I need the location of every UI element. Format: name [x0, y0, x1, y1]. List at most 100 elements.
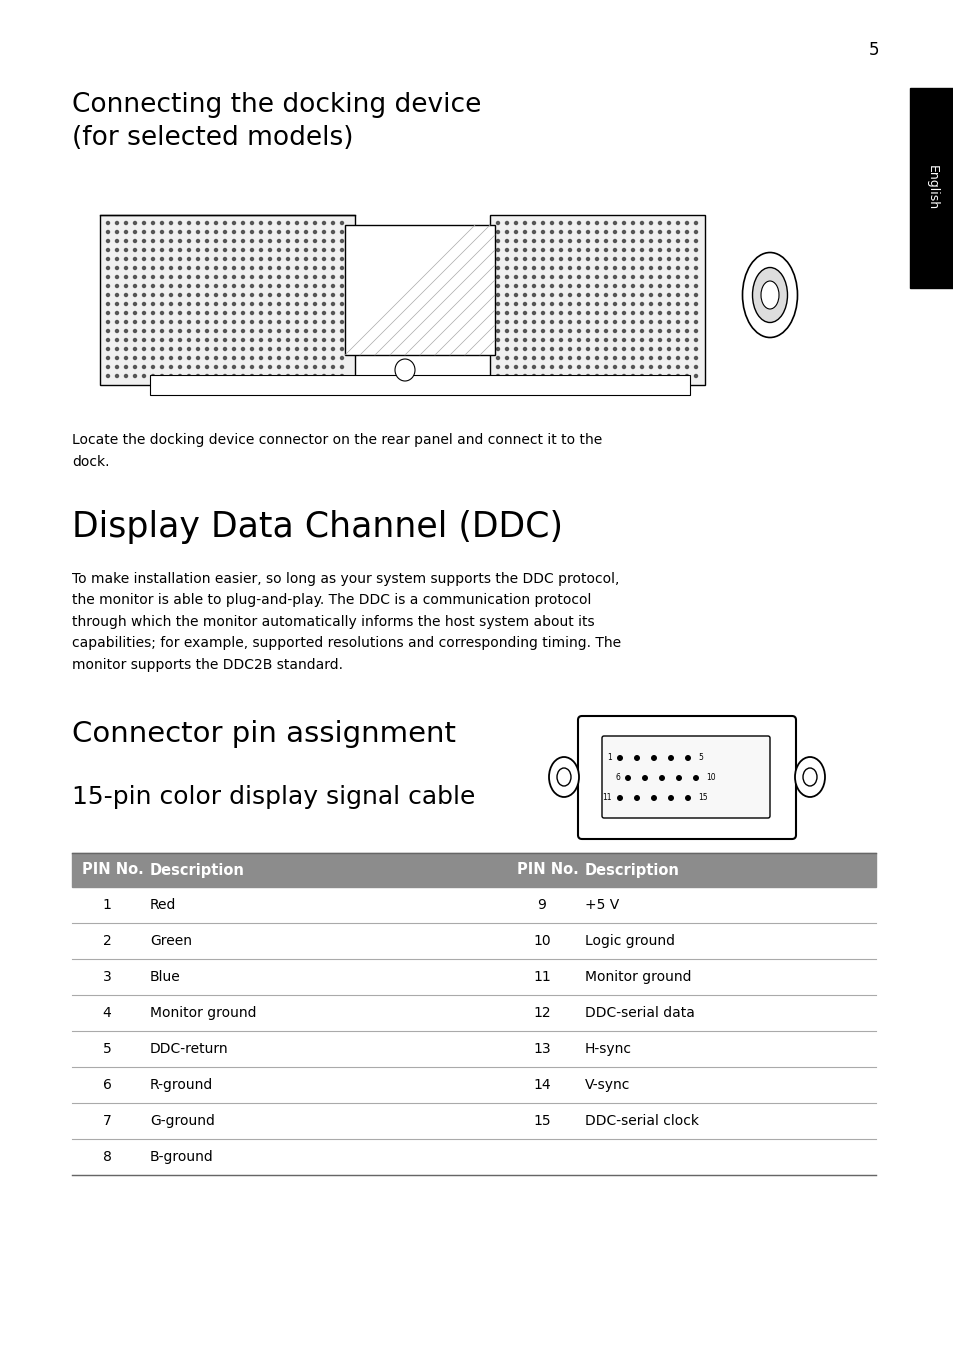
Circle shape: [586, 366, 589, 368]
Circle shape: [340, 375, 343, 378]
Circle shape: [133, 366, 136, 368]
Circle shape: [622, 240, 625, 242]
Circle shape: [340, 230, 343, 234]
Circle shape: [322, 293, 325, 297]
Circle shape: [286, 348, 289, 350]
Circle shape: [667, 348, 670, 350]
Circle shape: [541, 348, 544, 350]
Circle shape: [595, 348, 598, 350]
Circle shape: [214, 285, 217, 287]
Circle shape: [214, 348, 217, 350]
Circle shape: [514, 303, 517, 305]
Circle shape: [649, 257, 652, 260]
Circle shape: [295, 312, 298, 315]
Circle shape: [295, 249, 298, 252]
Circle shape: [314, 348, 316, 350]
Circle shape: [694, 375, 697, 378]
Circle shape: [550, 249, 553, 252]
Circle shape: [133, 267, 136, 270]
Circle shape: [152, 330, 154, 333]
Circle shape: [568, 285, 571, 287]
Circle shape: [667, 230, 670, 234]
Circle shape: [241, 285, 244, 287]
Text: 13: 13: [533, 1042, 550, 1055]
Circle shape: [541, 293, 544, 297]
Circle shape: [586, 293, 589, 297]
Circle shape: [331, 230, 335, 234]
Circle shape: [649, 275, 652, 278]
Circle shape: [558, 312, 562, 315]
Circle shape: [631, 293, 634, 297]
Circle shape: [241, 240, 244, 242]
Circle shape: [631, 285, 634, 287]
Circle shape: [586, 356, 589, 360]
Circle shape: [170, 267, 172, 270]
Circle shape: [152, 348, 154, 350]
Circle shape: [649, 293, 652, 297]
Circle shape: [322, 330, 325, 333]
Circle shape: [286, 366, 289, 368]
Circle shape: [604, 338, 607, 341]
Circle shape: [295, 267, 298, 270]
Circle shape: [304, 330, 307, 333]
Circle shape: [241, 230, 244, 234]
Circle shape: [304, 257, 307, 260]
Circle shape: [613, 348, 616, 350]
Circle shape: [268, 366, 272, 368]
Circle shape: [694, 240, 697, 242]
Circle shape: [550, 330, 553, 333]
Circle shape: [604, 222, 607, 225]
Circle shape: [115, 293, 118, 297]
Circle shape: [586, 320, 589, 323]
Circle shape: [205, 330, 209, 333]
Circle shape: [667, 275, 670, 278]
Circle shape: [322, 348, 325, 350]
Circle shape: [622, 293, 625, 297]
Circle shape: [233, 285, 235, 287]
Circle shape: [233, 330, 235, 333]
Circle shape: [178, 348, 181, 350]
Circle shape: [331, 356, 335, 360]
Ellipse shape: [752, 267, 786, 323]
Circle shape: [496, 330, 499, 333]
Circle shape: [107, 275, 110, 278]
Circle shape: [667, 240, 670, 242]
Circle shape: [639, 267, 643, 270]
Circle shape: [133, 348, 136, 350]
Circle shape: [160, 375, 163, 378]
Circle shape: [142, 285, 146, 287]
Circle shape: [196, 293, 199, 297]
Circle shape: [223, 312, 226, 315]
Circle shape: [268, 275, 272, 278]
Circle shape: [631, 249, 634, 252]
Text: 12: 12: [533, 1006, 550, 1020]
Circle shape: [178, 222, 181, 225]
Circle shape: [268, 222, 272, 225]
Circle shape: [142, 356, 146, 360]
Circle shape: [667, 293, 670, 297]
Circle shape: [496, 375, 499, 378]
Circle shape: [532, 303, 535, 305]
Circle shape: [331, 249, 335, 252]
Text: B-ground: B-ground: [150, 1150, 213, 1164]
Circle shape: [639, 293, 643, 297]
Circle shape: [595, 330, 598, 333]
Circle shape: [496, 293, 499, 297]
Text: H-sync: H-sync: [584, 1042, 631, 1055]
Text: Red: Red: [150, 898, 176, 912]
Circle shape: [340, 240, 343, 242]
Circle shape: [604, 366, 607, 368]
Circle shape: [107, 240, 110, 242]
Circle shape: [331, 222, 335, 225]
Circle shape: [178, 312, 181, 315]
Circle shape: [685, 293, 688, 297]
Circle shape: [568, 249, 571, 252]
Circle shape: [622, 249, 625, 252]
Circle shape: [586, 275, 589, 278]
Circle shape: [331, 375, 335, 378]
Circle shape: [233, 338, 235, 341]
Circle shape: [649, 320, 652, 323]
Circle shape: [568, 257, 571, 260]
Circle shape: [631, 240, 634, 242]
Circle shape: [251, 230, 253, 234]
